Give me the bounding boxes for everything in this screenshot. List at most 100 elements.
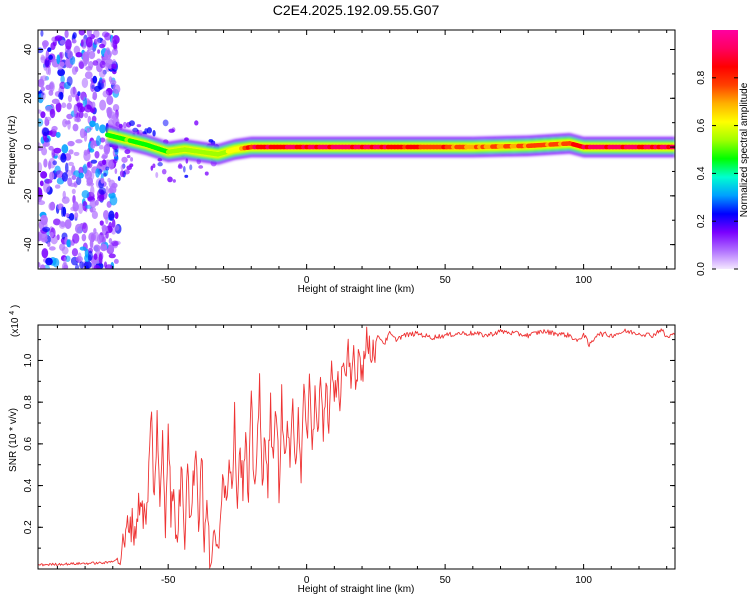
noise-blob [54,184,61,189]
noise-blob [91,101,96,109]
noise-blob [67,50,74,59]
noise-blob [77,91,81,97]
noise-blob [40,111,46,119]
noise-blob [105,185,109,196]
noise-blob [50,42,56,50]
noise-blob [93,264,101,269]
noise-blob [67,119,71,130]
noise-blob [184,174,189,178]
colorbar: 0.0 0.2 0.4 0.6 0.8 Normalized spectral ampl… [696,30,750,276]
snr-background [38,325,675,569]
noise-blob [75,139,83,144]
noise-blob [79,128,86,139]
noise-blob [94,199,99,206]
spectrogram-frame [37,29,676,270]
noise-blob [64,219,72,230]
noise-blob [99,60,106,69]
noise-blob [119,170,125,178]
y-tick-label: 1.0 [23,353,34,367]
spectrogram-ridge-layer [107,124,675,165]
noise-blob [84,265,89,269]
noise-blob [86,177,94,186]
noise-blob [67,177,73,187]
noise-blob [86,161,93,169]
noise-blob [41,248,49,259]
noise-blob [40,86,45,92]
snr-frame [37,324,676,570]
noise-blob [72,123,79,132]
noise-blob [48,89,54,96]
noise-blob [102,90,109,98]
noise-blob [108,179,116,188]
noise-blob [182,166,186,173]
noise-blob [40,30,44,37]
noise-blob [66,102,72,110]
noise-blob [129,163,134,168]
noise-blob [168,128,175,133]
noise-blob [204,171,209,176]
snr-y-multiplier-exponent: 4 [9,311,16,315]
noise-blob [39,180,44,187]
noise-blob [93,228,97,235]
noise-blob [99,234,107,245]
noise-blob [53,218,61,226]
noise-blob [60,154,67,163]
noise-blob [112,84,121,94]
noise-blob [71,39,77,44]
y-tick-label: 0.4 [23,478,34,492]
noise-blob [61,246,69,255]
snr-y-multiplier-base: (x10 [10,317,21,337]
noise-blob [90,185,95,197]
snr-y-multiplier: (x10 4 ) [9,305,21,337]
spectrogram-y-ticks: -40 -20 0 20 40 [23,44,675,270]
noise-blob [79,246,87,251]
noise-blob [112,39,118,50]
noise-blob [48,157,56,169]
snr-x-ticks: -50 0 50 100 [56,325,668,586]
noise-blob [167,176,173,183]
noise-blob [136,124,142,128]
snr-y-axis-label: SNR (10 * v/v) [8,408,19,472]
noise-blob [157,162,163,167]
noise-blob [105,231,109,239]
noise-blob [104,32,112,41]
noise-blob [162,119,169,127]
noise-blob [61,102,67,109]
noise-blob [40,171,48,179]
snr-y-ticks: 0.2 0.4 0.6 0.8 1.0 [23,339,675,570]
noise-blob [108,237,113,244]
noise-blob [95,135,102,147]
spectrogram-panel: -50 0 50 100 -40 -20 0 20 40 Height of straight… [7,29,676,295]
noise-blob [38,162,43,173]
y-tick-label: 40 [23,44,34,56]
noise-blob [38,146,44,152]
spectrogram-x-ticks: -50 0 50 100 [56,30,668,286]
noise-blob [92,60,99,66]
noise-blob [76,102,84,108]
noise-blob [68,213,75,221]
noise-blob [81,77,89,89]
noise-blob [155,172,159,178]
noise-blob [177,164,183,170]
noise-blob [88,61,94,69]
noise-blob [38,142,41,147]
noise-blob [113,258,119,264]
noise-blob [83,112,89,119]
noise-blob [44,57,52,69]
noise-blob [38,109,42,114]
noise-blob [71,175,77,180]
noise-blob [70,86,78,98]
noise-blob [88,232,97,242]
y-tick-label: -40 [23,237,34,252]
noise-blob [86,30,92,38]
noise-blob [98,79,106,84]
noise-blob [42,127,50,137]
noise-blob [38,200,46,206]
noise-blob [65,39,72,50]
noise-blob [111,48,119,56]
noise-blob [48,145,54,151]
noise-blob [100,243,108,252]
noise-blob [40,214,48,226]
noise-blob [73,104,78,115]
spectrogram-x-axis-label: Height of straight line (km) [298,284,415,295]
